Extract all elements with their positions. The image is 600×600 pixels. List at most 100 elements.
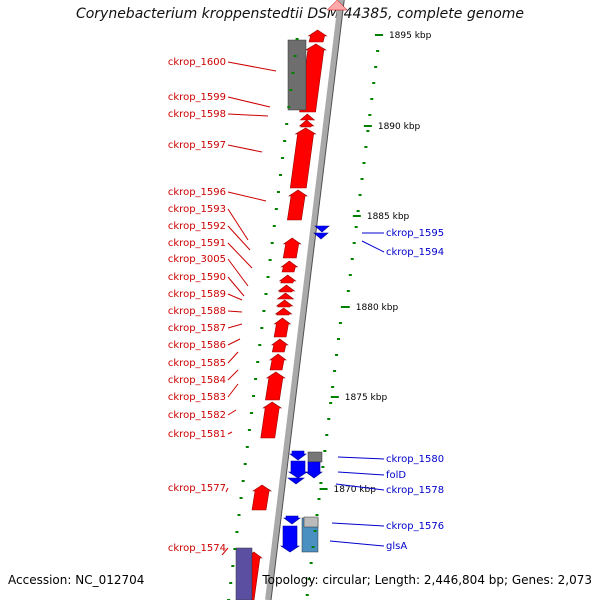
- outer-tick: [309, 562, 313, 564]
- right-gene-connector: [361, 240, 385, 253]
- forward-gene-arrow: [265, 371, 286, 401]
- inner-tick: [252, 395, 256, 397]
- inner-tick: [278, 174, 282, 176]
- accession-label: Accession: NC_012704: [8, 573, 145, 587]
- outer-tick: [370, 98, 374, 100]
- inner-tick: [291, 72, 295, 74]
- left-gene-label: ckrop_3005: [168, 254, 226, 265]
- inner-tick: [289, 89, 293, 91]
- inner-tick: [293, 55, 297, 57]
- right-gene-connector: [337, 471, 385, 476]
- outer-tick: [374, 66, 378, 68]
- left-gene-label: ckrop_1587: [168, 323, 226, 334]
- left-gene-label: ckrop_1582: [168, 410, 226, 421]
- inner-tick: [295, 38, 299, 40]
- left-gene-label: ckrop_1577: [168, 483, 226, 494]
- right-gene-connector: [331, 522, 385, 527]
- left-gene-connector: [225, 487, 229, 493]
- outer-tick: [319, 482, 323, 484]
- kbp-tick-label: 1890 kbp: [378, 122, 421, 132]
- outer-tick: [362, 162, 366, 164]
- inner-tick: [287, 106, 291, 108]
- inner-tick: [266, 276, 270, 278]
- inner-tick: [231, 565, 235, 567]
- forward-gene-arrow: [260, 401, 283, 439]
- left-gene-connector: [227, 369, 239, 381]
- outer-tick: [354, 226, 358, 228]
- inner-tick: [260, 327, 264, 329]
- inner-tick: [239, 497, 243, 499]
- left-gene-connector: [227, 208, 249, 241]
- reverse-gene-arrow: [314, 225, 330, 233]
- kbp-tick-label: 1875 kbp: [345, 393, 388, 403]
- left-gene-label: ckrop_1590: [168, 272, 226, 283]
- right-gene-connector: [335, 483, 385, 491]
- reverse-gene-arrow: [289, 450, 307, 461]
- outer-tick: [325, 434, 329, 436]
- outer-tick: [305, 594, 309, 596]
- forward-gene-arrow: [289, 127, 317, 189]
- left-gene-label: ckrop_1584: [168, 375, 226, 386]
- inner-tick: [235, 531, 239, 533]
- right-gene-label: ckrop_1578: [386, 485, 444, 496]
- forward-gene-arrow: [298, 119, 315, 128]
- right-gene-label: ckrop_1576: [386, 521, 444, 532]
- inner-tick: [272, 225, 276, 227]
- right-gene-connector: [337, 456, 385, 460]
- kbp-tick-label: 1895 kbp: [389, 31, 432, 41]
- grey-cap-block: [303, 516, 319, 528]
- outer-tick: [321, 466, 325, 468]
- outer-tick: [331, 386, 335, 388]
- inner-tick: [274, 208, 278, 210]
- left-gene-connector: [227, 383, 239, 398]
- outer-tick: [356, 210, 360, 212]
- inner-tick: [237, 514, 241, 516]
- right-gene-label: glsA: [386, 541, 407, 552]
- outer-tick: [333, 370, 337, 372]
- reverse-gene-arrow: [280, 525, 300, 553]
- inner-tick: [262, 310, 266, 312]
- inner-tick: [258, 344, 262, 346]
- inner-tick: [285, 123, 289, 125]
- forward-gene-arrow: [277, 284, 296, 293]
- outer-tick: [346, 290, 350, 292]
- forward-gene-arrow: [307, 29, 328, 43]
- outer-tick: [376, 50, 380, 52]
- outer-tick: [313, 530, 317, 532]
- forward-gene-arrow: [251, 484, 273, 511]
- left-gene-label: ckrop_1585: [168, 358, 226, 369]
- left-gene-label: ckrop_1599: [168, 92, 226, 103]
- left-gene-label: ckrop_1593: [168, 204, 226, 215]
- left-gene-connector: [227, 191, 267, 202]
- left-gene-connector: [227, 351, 239, 364]
- inner-tick: [283, 140, 287, 142]
- outer-tick: [364, 146, 368, 148]
- left-gene-connector: [227, 96, 271, 108]
- purple-block: [235, 547, 253, 600]
- kbp-tick-label: 1870 kbp: [334, 485, 377, 495]
- outer-tick: [323, 450, 327, 452]
- outer-tick: [352, 242, 356, 244]
- right-gene-connector: [329, 540, 385, 547]
- right-gene-label: ckrop_1594: [386, 247, 444, 258]
- outer-tick: [336, 338, 340, 340]
- right-gene-label: folD: [386, 470, 406, 481]
- forward-gene-arrow: [273, 317, 292, 338]
- left-gene-connector: [221, 547, 229, 556]
- left-gene-connector: [227, 61, 277, 72]
- left-gene-label: ckrop_1598: [168, 109, 226, 120]
- grey-small-block: [307, 451, 323, 463]
- outer-tick: [368, 114, 372, 116]
- left-gene-label: ckrop_1586: [168, 340, 226, 351]
- reverse-gene-arrow: [305, 461, 323, 479]
- forward-gene-arrow: [299, 113, 316, 121]
- left-gene-label: ckrop_1600: [168, 57, 226, 68]
- left-gene-label: ckrop_1589: [168, 289, 226, 300]
- outer-tick: [335, 354, 339, 356]
- forward-gene-arrow: [280, 260, 299, 273]
- right-gene-label: ckrop_1580: [386, 454, 444, 465]
- inner-tick: [249, 412, 253, 414]
- outer-tick: [311, 546, 315, 548]
- left-gene-connector: [227, 113, 269, 117]
